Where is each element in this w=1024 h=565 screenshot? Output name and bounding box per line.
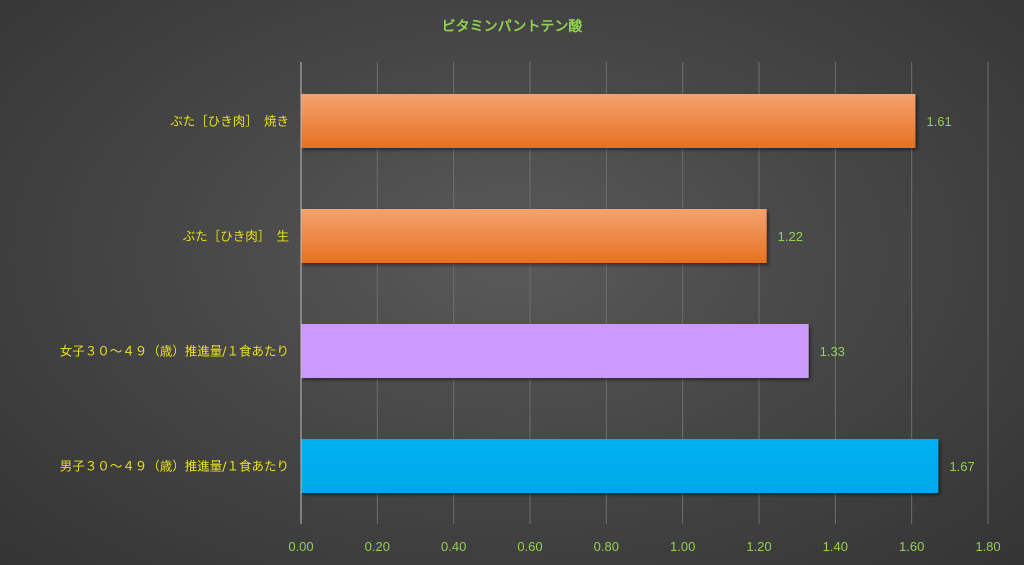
- category-label: 女子３０～４９（歳）推進量/１食あたり: [60, 344, 289, 359]
- x-tick-label: 1.80: [975, 539, 1000, 554]
- data-label: 1.33: [820, 344, 845, 359]
- category-label: ぶた［ひき肉］ 焼き: [170, 114, 289, 129]
- data-labels: 1.61 1.22 1.33 1.67: [778, 114, 975, 474]
- data-label: 1.67: [949, 459, 974, 474]
- bars: [301, 94, 939, 493]
- x-tick-label: 0.40: [441, 539, 466, 554]
- bar: [301, 439, 939, 493]
- x-tick-labels: 0.00 0.20 0.40 0.60 0.80 1.00 1.20 1.40 1.60 1.80: [288, 539, 1000, 554]
- x-tick-label: 1.60: [899, 539, 924, 554]
- bar: [301, 209, 767, 263]
- x-tick-label: 0.80: [594, 539, 619, 554]
- data-label: 1.61: [926, 114, 951, 129]
- bar: [301, 94, 916, 148]
- data-label: 1.22: [778, 229, 803, 244]
- x-tick-label: 1.40: [823, 539, 848, 554]
- x-tick-label: 0.00: [288, 539, 313, 554]
- category-label: ぶた［ひき肉］ 生: [183, 229, 289, 244]
- x-tick-label: 1.00: [670, 539, 695, 554]
- x-tick-label: 0.60: [517, 539, 542, 554]
- x-tick-label: 1.20: [746, 539, 771, 554]
- chart-title: ビタミンパントテン酸: [442, 18, 584, 35]
- category-label: 男子３０～４９（歳）推進量/１食あたり: [60, 459, 289, 474]
- bar: [301, 324, 809, 378]
- x-tick-label: 0.20: [365, 539, 390, 554]
